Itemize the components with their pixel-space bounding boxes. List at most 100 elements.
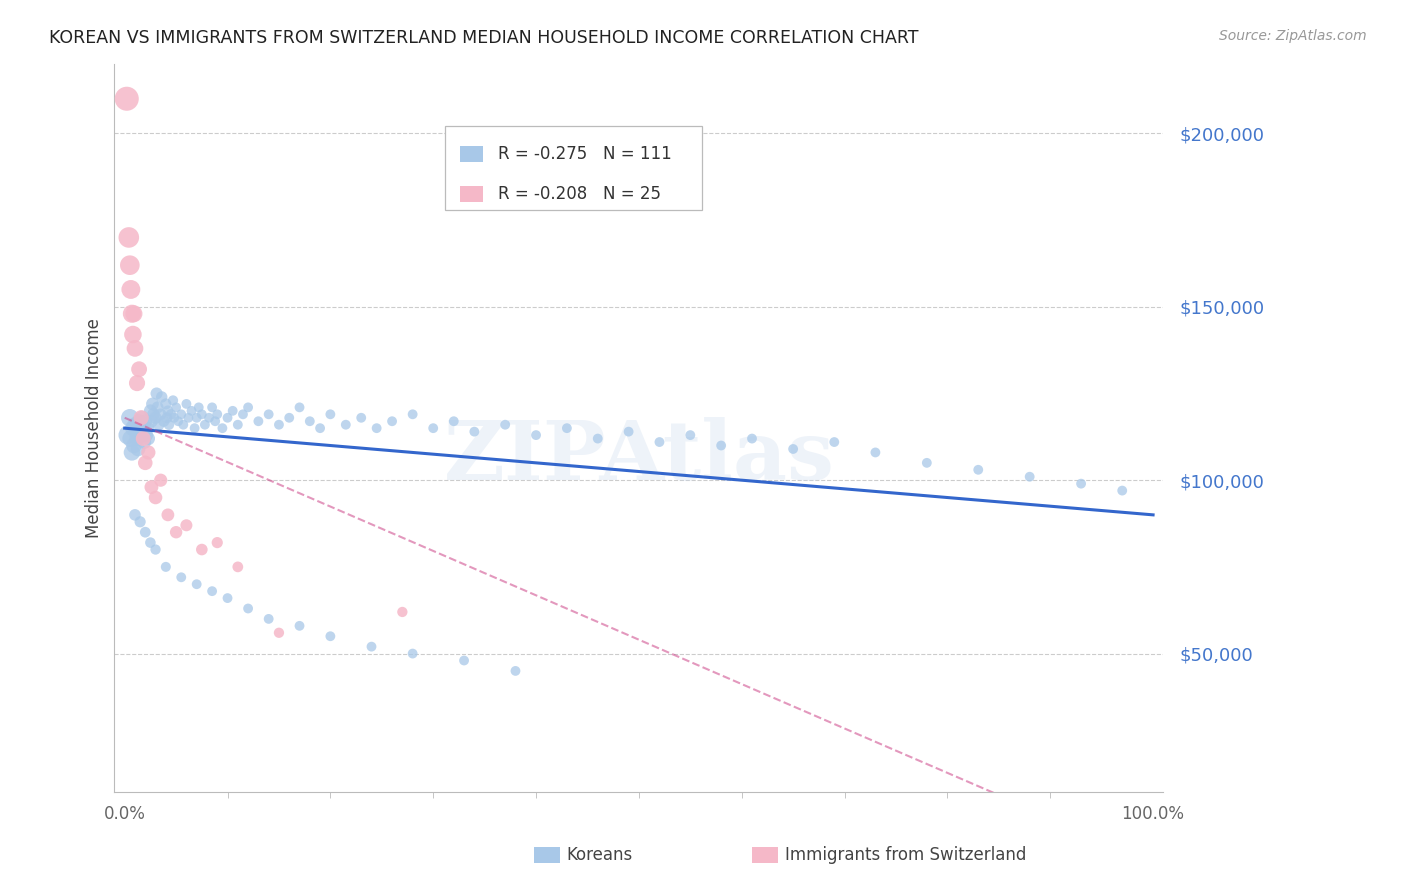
Point xyxy=(236,401,259,415)
Point xyxy=(118,230,141,244)
Point xyxy=(505,664,527,678)
Point xyxy=(128,362,150,376)
Point xyxy=(155,397,177,411)
Point xyxy=(1111,483,1133,498)
Point xyxy=(155,560,177,574)
Point xyxy=(494,417,516,432)
Point xyxy=(247,414,270,428)
Point xyxy=(117,428,139,442)
Point xyxy=(586,432,609,446)
Text: R = -0.275   N = 111: R = -0.275 N = 111 xyxy=(498,145,672,162)
Y-axis label: Median Household Income: Median Household Income xyxy=(86,318,103,538)
FancyBboxPatch shape xyxy=(444,126,702,210)
Point xyxy=(122,327,145,342)
Point xyxy=(679,428,702,442)
Point xyxy=(865,445,887,459)
Point xyxy=(360,640,382,654)
Point xyxy=(124,508,146,522)
Text: Immigrants from Switzerland: Immigrants from Switzerland xyxy=(785,847,1026,864)
Point xyxy=(134,456,156,470)
Point xyxy=(125,425,148,439)
Point xyxy=(129,515,152,529)
Point xyxy=(555,421,578,435)
Point xyxy=(163,410,186,425)
Point xyxy=(149,407,172,421)
Point xyxy=(710,438,733,452)
Point xyxy=(141,480,163,494)
Point xyxy=(366,421,388,435)
Point xyxy=(298,414,321,428)
Point xyxy=(170,570,193,584)
Point xyxy=(125,432,148,446)
Point xyxy=(211,421,233,435)
Point xyxy=(617,425,640,439)
Point xyxy=(221,404,243,418)
Point xyxy=(288,401,311,415)
Point xyxy=(138,445,160,459)
Point xyxy=(226,560,249,574)
Text: Source: ZipAtlas.com: Source: ZipAtlas.com xyxy=(1219,29,1367,43)
Point xyxy=(191,542,214,557)
Point xyxy=(524,428,547,442)
Point xyxy=(319,629,342,643)
Point xyxy=(120,283,142,297)
Point xyxy=(236,601,259,615)
Point xyxy=(131,410,153,425)
Point xyxy=(823,435,845,450)
Point xyxy=(136,421,159,435)
Point xyxy=(335,417,357,432)
Point xyxy=(129,428,152,442)
Point xyxy=(124,417,146,432)
Point xyxy=(741,432,763,446)
Point xyxy=(132,432,155,446)
Point xyxy=(121,307,143,321)
Point xyxy=(207,535,229,549)
Point xyxy=(152,414,174,428)
Point xyxy=(180,404,202,418)
Point xyxy=(129,417,152,432)
Point xyxy=(267,417,290,432)
Point xyxy=(217,591,239,606)
Point xyxy=(160,407,183,421)
Point xyxy=(319,407,342,421)
Point xyxy=(134,525,156,540)
Point xyxy=(278,410,301,425)
Point xyxy=(145,491,167,505)
Point xyxy=(128,414,150,428)
Point xyxy=(967,463,990,477)
Point xyxy=(145,410,167,425)
Point xyxy=(145,542,167,557)
Point xyxy=(207,407,229,421)
Point xyxy=(391,605,413,619)
Point xyxy=(463,425,485,439)
Point xyxy=(1018,469,1040,483)
Point xyxy=(148,417,170,432)
Point xyxy=(401,407,423,421)
Point xyxy=(142,407,165,421)
Point xyxy=(186,577,208,591)
Point xyxy=(176,518,198,533)
Text: R = -0.208   N = 25: R = -0.208 N = 25 xyxy=(498,185,661,202)
Point xyxy=(145,386,167,401)
Point xyxy=(201,584,224,599)
Point xyxy=(453,653,475,667)
Point xyxy=(146,401,169,415)
Point xyxy=(162,393,184,408)
Point xyxy=(176,397,198,411)
Point xyxy=(139,535,162,549)
Point xyxy=(198,410,221,425)
Point xyxy=(194,417,217,432)
Point xyxy=(381,414,404,428)
Point xyxy=(118,410,141,425)
Point xyxy=(150,390,173,404)
Point xyxy=(127,442,149,456)
Point xyxy=(135,428,157,442)
Point xyxy=(204,414,226,428)
Point xyxy=(267,625,290,640)
Point xyxy=(118,258,141,272)
Point xyxy=(648,435,671,450)
Point xyxy=(172,417,194,432)
FancyBboxPatch shape xyxy=(460,186,482,202)
Point xyxy=(120,432,142,446)
Point xyxy=(121,445,143,459)
